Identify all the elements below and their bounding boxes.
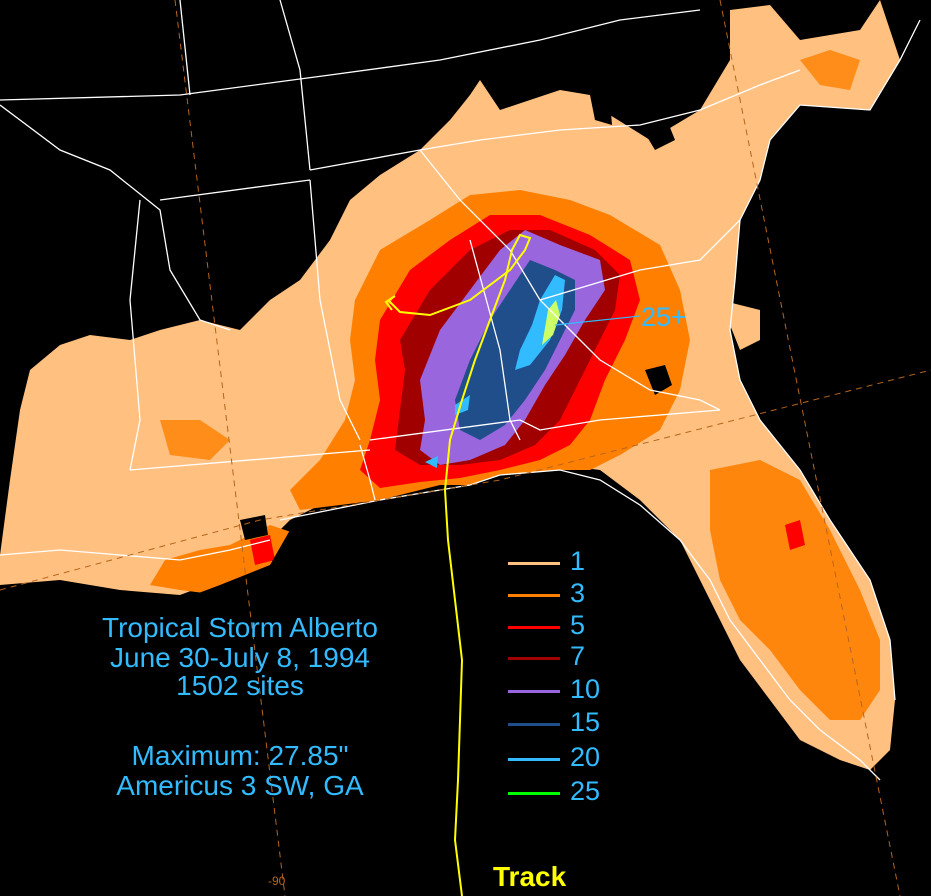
- legend-label-25: 25: [570, 776, 601, 806]
- legend-swatch-3: [508, 594, 560, 597]
- map-date-range: June 30-July 8, 1994: [110, 642, 370, 673]
- legend-label-10: 10: [570, 674, 601, 704]
- max-rainfall-value: Maximum: 27.85": [131, 740, 349, 771]
- max-rainfall-location: Americus 3 SW, GA: [116, 770, 364, 801]
- contour-25-inch: [542, 300, 560, 345]
- legend-label-20: 20: [570, 742, 601, 772]
- legend-swatch-5: [508, 626, 560, 629]
- legend-swatch-1: [508, 562, 560, 565]
- max-callout-label: 25+: [641, 302, 687, 332]
- legend-swatch-15: [508, 723, 560, 726]
- legend-swatch-25: [508, 792, 560, 795]
- legend-swatch-10: [508, 690, 560, 693]
- legend-label-15: 15: [570, 707, 601, 737]
- legend-swatch-7: [508, 657, 560, 660]
- legend-label-1: 1: [570, 546, 586, 576]
- max-callout-line: [554, 315, 641, 326]
- longitude-label: -90: [268, 874, 286, 888]
- storm-track: [384, 233, 532, 896]
- state-borders: [0, 0, 921, 781]
- legend-label-3: 3: [570, 578, 586, 608]
- map-site-count: 1502 sites: [176, 670, 304, 701]
- track-label: Track: [493, 861, 567, 892]
- legend-swatch-20: [508, 758, 560, 761]
- legend-label-5: 5: [570, 610, 586, 640]
- legend-label-7: 7: [570, 641, 586, 671]
- water-bodies: [0, 95, 895, 896]
- map-title: Tropical Storm Alberto: [102, 612, 378, 643]
